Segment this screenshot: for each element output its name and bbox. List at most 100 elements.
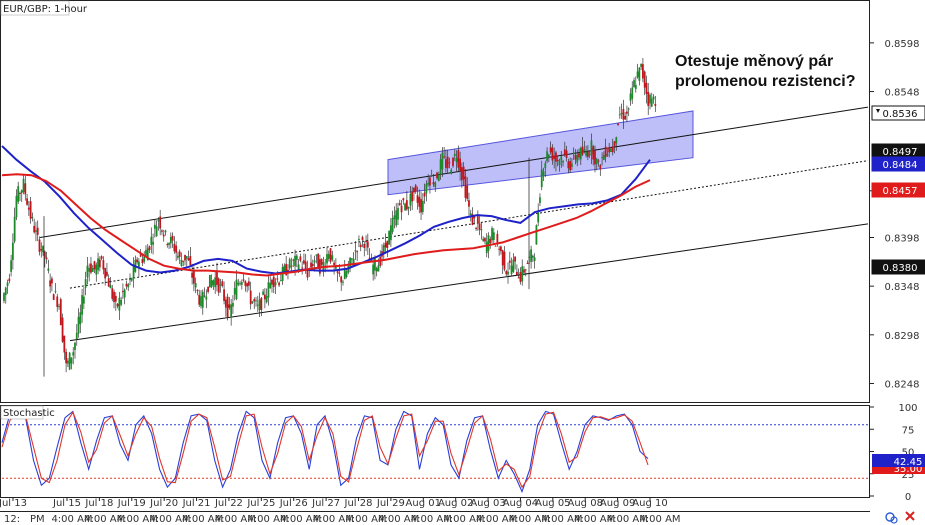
candle-body [547,154,550,158]
candle-body [54,291,57,293]
candle-body [610,148,612,152]
candle-body [251,301,254,303]
candle-body [248,281,250,286]
candle-body [462,166,465,180]
candle-body [262,291,265,295]
candle-body [560,156,563,160]
time-tick-label: 12: [4,514,20,525]
candle-body [45,257,48,260]
candle-body [606,153,609,156]
candle-body [91,267,94,272]
candle-body [633,80,635,88]
candle-body [413,187,415,193]
stochastic-panel[interactable] [0,405,870,498]
candle-body [150,236,153,245]
candle-body [137,261,140,267]
candle-body [533,257,536,261]
date-tick-label: Jul 25 [246,498,275,509]
candle-body [581,146,584,155]
candle-body [292,259,295,261]
time-tick-label: 4:00 AM [574,514,615,525]
candle-body [455,157,458,163]
candle-body [594,150,596,165]
time-tick-label: 4:00 AM [84,514,125,525]
candle-body [159,216,162,229]
time-tick-label: PM [30,514,45,525]
time-tick-label: 4:00 AM [411,514,452,525]
candle-body [627,108,630,110]
candle-body [338,272,341,274]
time-tick-label: 4:00 AM [280,514,321,525]
candle-body [558,160,561,166]
price-panel[interactable] [0,0,870,403]
close-icon[interactable] [905,511,915,521]
candle-body [20,190,23,194]
candle-body [311,263,314,267]
candle-body [398,203,401,205]
candle-body [460,167,463,181]
candle-body [400,205,403,213]
candle-body [43,251,46,258]
candle-body [652,96,655,100]
candle-body [256,304,259,306]
candle-body [384,242,387,248]
candle-body [457,150,460,168]
candle-body [402,198,405,201]
candle-body [576,154,579,163]
candle-body [601,157,603,159]
candle-body [480,229,483,231]
time-tick-label: 4:00 AM [149,514,190,525]
candle-body [654,103,657,106]
candle-body [297,264,300,270]
candle-body [551,147,554,161]
candle-body [161,230,163,232]
candle-body [246,283,249,287]
camera-icon[interactable] [885,512,898,524]
candle-body [295,255,298,260]
candle-body [620,112,623,114]
candle-body [90,263,92,273]
date-tick-label: Jul 27 [311,498,340,509]
candle-body [427,182,430,185]
candle-body [631,87,634,99]
candle-body [194,283,197,288]
candle-body [553,155,556,159]
price-tag-label: 0.8497 [883,147,918,158]
date-tick-label: Jul 18 [84,498,113,509]
candle-body [224,299,227,308]
candle-body [98,259,101,268]
candle-body [242,279,245,281]
candle-body [643,71,646,88]
candle-body [429,177,431,186]
time-tick-label: 4:00 AM [117,514,158,525]
date-tick-label: Jul 15 [52,498,81,509]
candle-body [377,265,380,272]
candle-body [31,216,34,218]
y-tick-label: 0.8298 [885,331,920,342]
candle-body [68,352,71,370]
candle-body [485,241,488,254]
candle-body [395,210,398,226]
y-tick-label: 0.8598 [885,39,920,50]
candle-body [107,278,110,287]
candle-body [448,162,451,164]
candle-body [278,282,280,286]
candle-body [572,152,575,155]
candle-body [171,235,174,241]
candle-body [143,256,146,262]
candle-body [487,235,490,251]
candle-body [125,283,128,287]
candle-body [327,254,330,259]
candle-body [555,152,557,162]
candle-body [496,233,499,245]
candle-body [56,296,59,308]
candle-body [129,278,131,281]
candle-body [17,186,20,202]
stoch-tick-label: 50 [902,448,915,459]
candle-body [132,264,135,279]
candle-body [217,278,220,293]
candle-body [253,299,256,302]
candle-body [63,335,66,353]
candle-body [74,342,76,350]
candle-body [139,254,142,257]
